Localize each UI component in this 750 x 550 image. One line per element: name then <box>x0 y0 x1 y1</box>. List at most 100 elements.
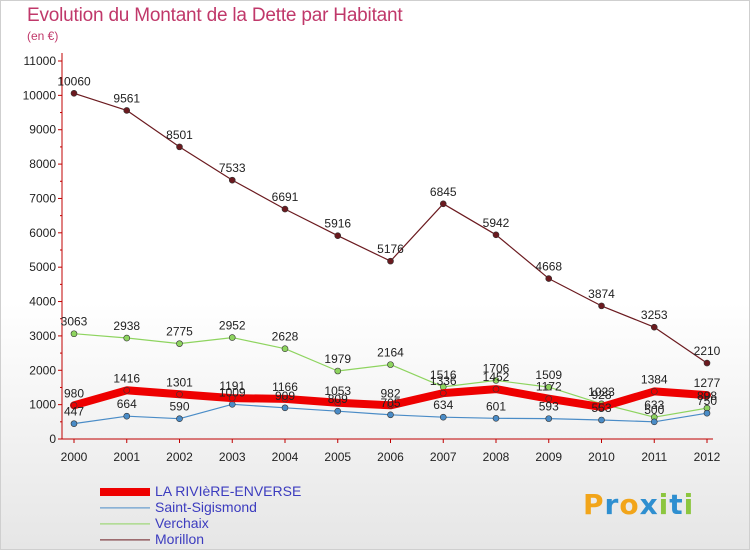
x-tick-label: 2003 <box>219 450 246 464</box>
legend-item-verchaix: Verchaix <box>100 515 360 532</box>
chart-subtitle: (en €) <box>27 29 59 43</box>
data-point-morillon <box>123 107 131 114</box>
data-label-verchaix: 1706 <box>483 361 510 375</box>
legend-swatch <box>100 523 150 525</box>
data-label-la-rivi-re-enverse: 1191 <box>219 379 245 393</box>
y-tick-label: 5000 <box>29 260 56 274</box>
data-point-verchaix <box>492 377 500 384</box>
y-tick-label: 10000 <box>23 88 57 102</box>
data-point-saint-sigismond <box>387 411 394 419</box>
legend: LA RIVIèRE-ENVERSE Saint-Sigismond Verchai… <box>100 483 360 548</box>
data-point-saint-sigismond <box>598 416 605 424</box>
logo-letter: t <box>669 488 684 521</box>
data-point-morillon <box>387 257 394 265</box>
data-label-saint-sigismond: 601 <box>486 399 506 413</box>
data-label-morillon: 6845 <box>430 185 457 199</box>
data-label-la-rivi-re-enverse: 1053 <box>324 384 351 398</box>
data-point-la-rivi-re-enverse <box>703 391 711 399</box>
data-label-la-rivi-re-enverse: 1384 <box>641 372 668 386</box>
data-point-saint-sigismond <box>123 412 131 420</box>
data-label-la-rivi-re-enverse: 1416 <box>113 371 140 385</box>
data-point-morillon <box>281 205 289 213</box>
data-point-saint-sigismond <box>281 404 289 412</box>
proxiti-logo: Proxiti <box>583 488 694 521</box>
data-label-morillon: 5916 <box>324 217 351 231</box>
x-tick-label: 2000 <box>61 450 88 464</box>
data-point-verchaix <box>70 330 78 338</box>
data-label-saint-sigismond: 664 <box>117 397 137 411</box>
x-tick-label: 2007 <box>430 450 457 464</box>
data-point-verchaix <box>334 367 342 375</box>
data-label-verchaix: 1023 <box>588 385 615 399</box>
legend-swatch <box>100 488 150 496</box>
legend-label: Verchaix <box>155 515 209 531</box>
data-label-la-rivi-re-enverse: 1452 <box>483 370 510 384</box>
data-label-verchaix: 2775 <box>166 325 193 339</box>
legend-label: Morillon <box>155 531 205 547</box>
data-label-saint-sigismond: 634 <box>433 398 453 412</box>
data-label-la-rivi-re-enverse: 1172 <box>536 380 562 394</box>
legend-swatch <box>100 539 150 541</box>
data-label-morillon: 5176 <box>377 242 404 256</box>
x-tick-label: 2010 <box>588 450 615 464</box>
data-point-saint-sigismond <box>492 415 500 422</box>
data-point-verchaix <box>545 383 553 391</box>
logo-letter: o <box>619 488 640 521</box>
y-tick-label: 3000 <box>29 329 56 343</box>
data-point-la-rivi-re-enverse <box>281 395 289 403</box>
data-point-verchaix <box>387 361 394 368</box>
x-tick-label: 2009 <box>535 450 562 464</box>
data-point-morillon <box>545 275 553 282</box>
data-label-morillon: 3874 <box>588 287 615 301</box>
data-point-morillon <box>176 143 183 151</box>
legend-label: LA RIVIèRE-ENVERSE <box>155 483 302 499</box>
data-point-saint-sigismond <box>228 401 236 408</box>
data-label-verchaix: 3063 <box>61 315 88 329</box>
y-tick-label: 7000 <box>29 191 56 205</box>
data-label-la-rivi-re-enverse: 1166 <box>272 380 298 394</box>
data-label-saint-sigismond: 705 <box>380 396 400 410</box>
data-label-la-rivi-re-enverse: 982 <box>380 386 400 400</box>
data-point-morillon <box>650 323 658 331</box>
data-point-morillon <box>334 232 342 240</box>
data-label-verchaix: 1509 <box>535 368 562 382</box>
data-point-saint-sigismond <box>703 409 711 417</box>
legend-item-morillon: Morillon <box>100 531 360 548</box>
data-label-morillon: 7533 <box>219 161 246 175</box>
data-label-morillon: 9561 <box>113 91 140 105</box>
legend-label: Saint-Sigismond <box>155 499 257 515</box>
x-tick-label: 2008 <box>483 450 510 464</box>
y-tick-label: 9000 <box>29 123 56 137</box>
data-label-verchaix: 2952 <box>219 319 246 333</box>
data-point-saint-sigismond <box>545 415 553 422</box>
data-label-la-rivi-re-enverse: 928 <box>591 388 611 402</box>
data-point-la-rivi-re-enverse <box>492 385 500 393</box>
x-tick-label: 2004 <box>272 450 299 464</box>
data-label-la-rivi-re-enverse: 1277 <box>694 376 721 390</box>
data-point-verchaix <box>176 340 183 347</box>
data-point-la-rivi-re-enverse <box>123 387 131 394</box>
y-tick-label: 6000 <box>29 226 56 240</box>
data-point-la-rivi-re-enverse <box>176 390 183 398</box>
data-point-la-rivi-re-enverse <box>439 389 447 397</box>
logo-letter: i <box>658 488 670 521</box>
data-point-saint-sigismond <box>650 418 658 426</box>
data-point-morillon <box>492 231 500 239</box>
data-label-la-rivi-re-enverse: 980 <box>64 386 84 400</box>
data-label-verchaix: 633 <box>644 398 664 412</box>
x-tick-label: 2001 <box>113 450 140 464</box>
data-label-saint-sigismond: 750 <box>697 394 717 408</box>
legend-swatch <box>100 507 150 509</box>
data-label-saint-sigismond: 447 <box>64 405 84 419</box>
y-tick-label: 2000 <box>29 363 56 377</box>
data-label-morillon: 3253 <box>641 308 668 322</box>
data-label-la-rivi-re-enverse: 1336 <box>430 374 457 388</box>
series-layer <box>70 90 711 427</box>
logo-letter: i <box>683 488 695 521</box>
data-label-saint-sigismond: 593 <box>539 400 559 414</box>
data-label-la-rivi-re-enverse: 1301 <box>166 375 193 389</box>
y-tick-label: 4000 <box>29 295 56 309</box>
data-label-saint-sigismond: 500 <box>644 403 664 417</box>
